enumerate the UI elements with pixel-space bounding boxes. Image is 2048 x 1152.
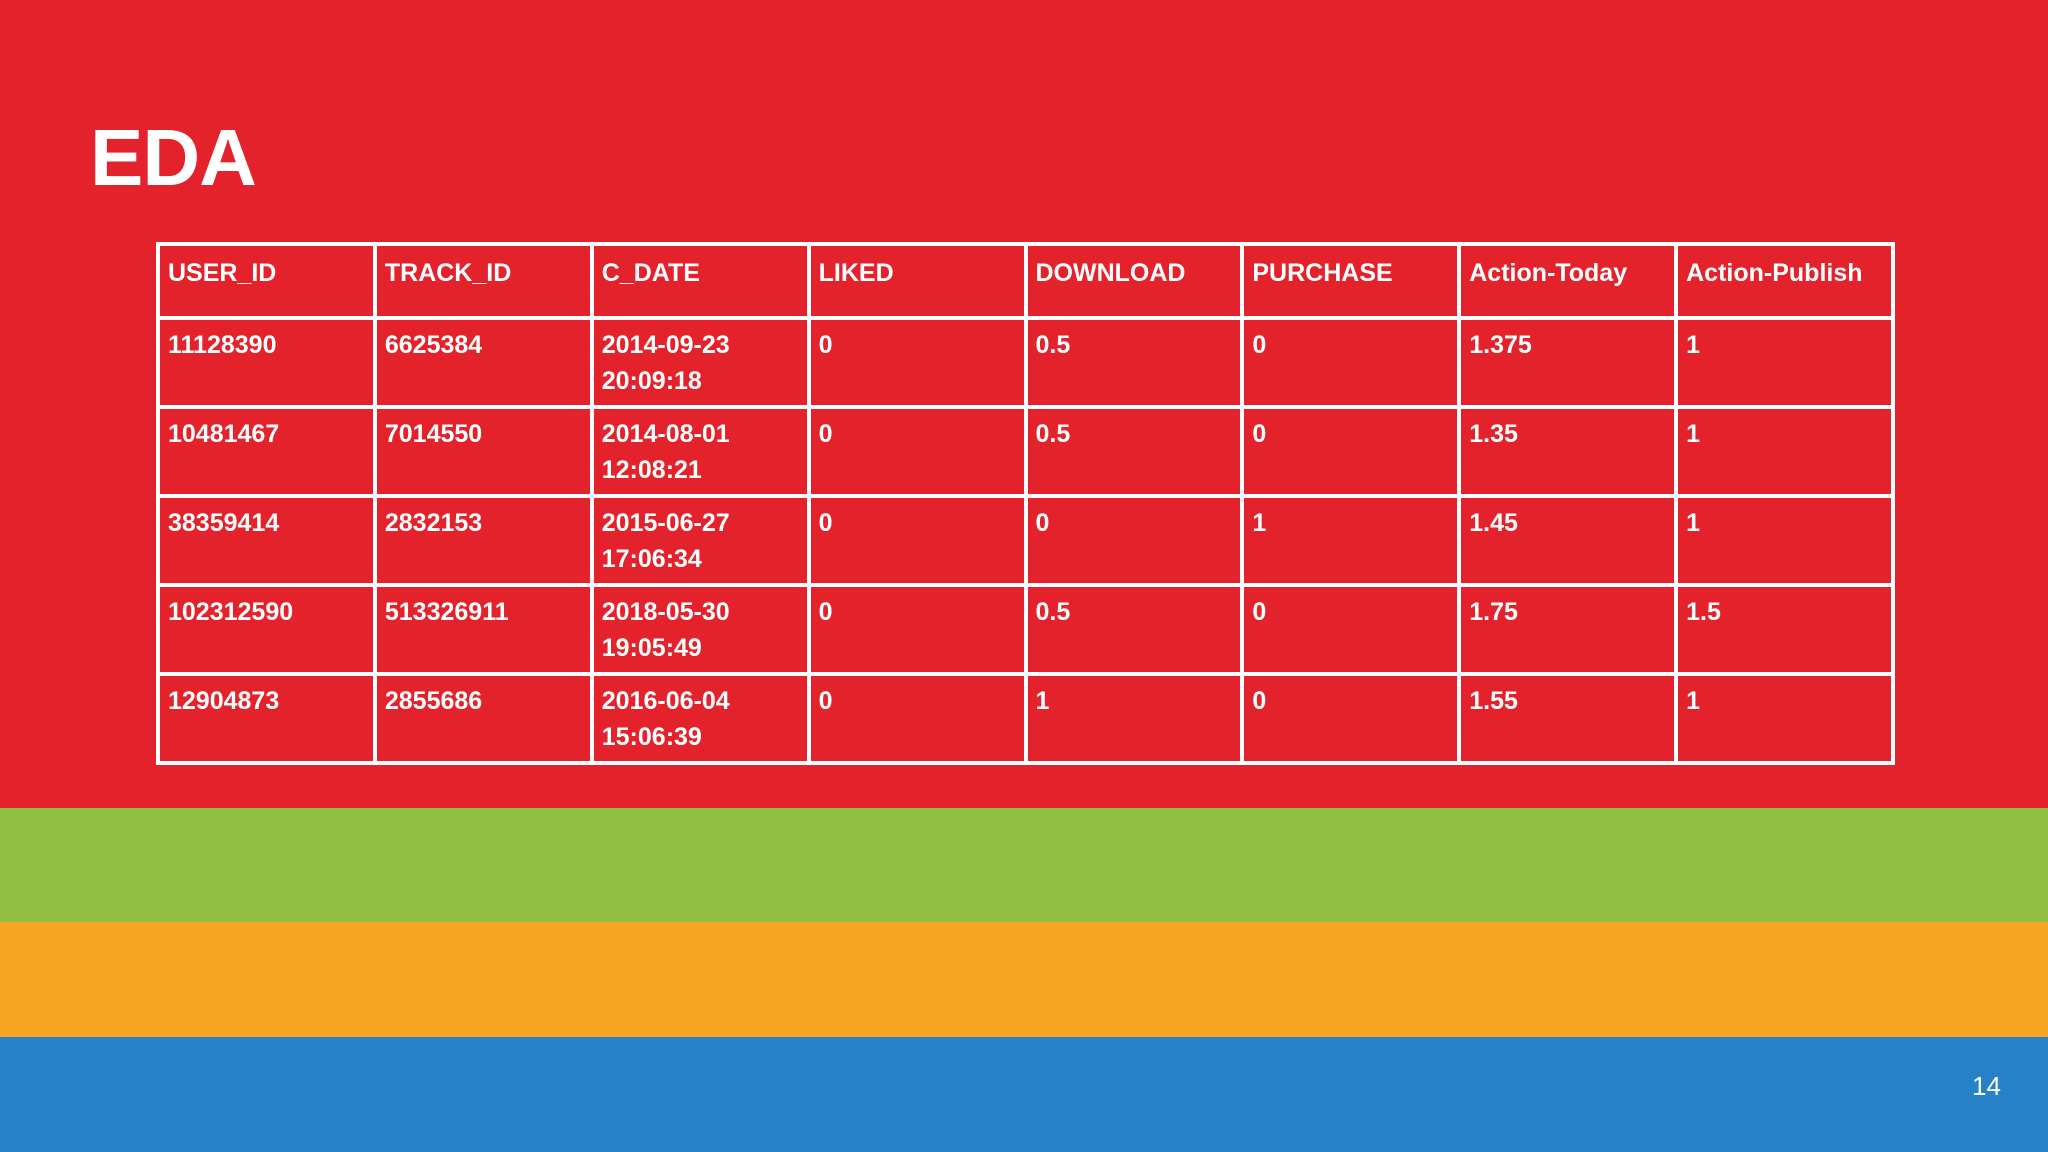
blue-stripe (0, 1037, 2048, 1152)
column-header-track-id: TRACK_ID (372, 242, 594, 320)
cell-download: 0.5 (1023, 583, 1245, 676)
cell-c-date: 2015-06-27 17:06:34 (589, 494, 811, 587)
cell-liked: 0 (806, 316, 1028, 409)
cell-action-today: 1.375 (1457, 316, 1679, 409)
cell-c-date: 2014-08-01 12:08:21 (589, 405, 811, 498)
column-header-c-date: C_DATE (589, 242, 811, 320)
green-stripe (0, 808, 2048, 922)
table-row: 11128390 6625384 2014-09-23 20:09:18 0 0… (156, 316, 1895, 409)
cell-download: 0.5 (1023, 316, 1245, 409)
slide-title: EDA (90, 113, 257, 202)
cell-user-id: 10481467 (156, 405, 377, 498)
eda-table: USER_ID TRACK_ID C_DATE LIKED DOWNLOAD P… (156, 242, 1895, 765)
column-header-purchase: PURCHASE (1240, 242, 1462, 320)
cell-action-publish: 1 (1674, 672, 1895, 765)
cell-user-id: 11128390 (156, 316, 377, 409)
cell-c-date: 2014-09-23 20:09:18 (589, 316, 811, 409)
column-header-user-id: USER_ID (156, 242, 377, 320)
cell-purchase: 0 (1240, 672, 1462, 765)
cell-user-id: 102312590 (156, 583, 377, 676)
cell-action-publish: 1 (1674, 494, 1895, 587)
cell-user-id: 38359414 (156, 494, 377, 587)
column-header-action-today: Action-Today (1457, 242, 1679, 320)
page-number: 14 (1972, 1071, 2001, 1101)
cell-track-id: 2855686 (372, 672, 594, 765)
column-header-download: DOWNLOAD (1023, 242, 1245, 320)
cell-action-today: 1.75 (1457, 583, 1679, 676)
cell-track-id: 7014550 (372, 405, 594, 498)
column-header-liked: LIKED (806, 242, 1028, 320)
cell-track-id: 513326911 (372, 583, 594, 676)
cell-c-date: 2016-06-04 15:06:39 (589, 672, 811, 765)
cell-purchase: 0 (1240, 405, 1462, 498)
table-row: 102312590 513326911 2018-05-30 19:05:49 … (156, 583, 1895, 676)
cell-action-publish: 1 (1674, 316, 1895, 409)
cell-download: 1 (1023, 672, 1245, 765)
cell-liked: 0 (806, 672, 1028, 765)
cell-liked: 0 (806, 494, 1028, 587)
orange-stripe (0, 922, 2048, 1037)
cell-purchase: 0 (1240, 316, 1462, 409)
table-row: 38359414 2832153 2015-06-27 17:06:34 0 0… (156, 494, 1895, 587)
cell-liked: 0 (806, 583, 1028, 676)
cell-c-date: 2018-05-30 19:05:49 (589, 583, 811, 676)
cell-action-today: 1.55 (1457, 672, 1679, 765)
cell-user-id: 12904873 (156, 672, 377, 765)
cell-action-publish: 1.5 (1674, 583, 1895, 676)
table-header-row: USER_ID TRACK_ID C_DATE LIKED DOWNLOAD P… (156, 242, 1895, 320)
cell-track-id: 6625384 (372, 316, 594, 409)
column-header-action-publish: Action-Publish (1674, 242, 1895, 320)
cell-liked: 0 (806, 405, 1028, 498)
table-row: 10481467 7014550 2014-08-01 12:08:21 0 0… (156, 405, 1895, 498)
cell-download: 0 (1023, 494, 1245, 587)
cell-purchase: 1 (1240, 494, 1462, 587)
cell-track-id: 2832153 (372, 494, 594, 587)
table-row: 12904873 2855686 2016-06-04 15:06:39 0 1… (156, 672, 1895, 765)
cell-download: 0.5 (1023, 405, 1245, 498)
cell-action-today: 1.35 (1457, 405, 1679, 498)
cell-action-publish: 1 (1674, 405, 1895, 498)
cell-purchase: 0 (1240, 583, 1462, 676)
cell-action-today: 1.45 (1457, 494, 1679, 587)
